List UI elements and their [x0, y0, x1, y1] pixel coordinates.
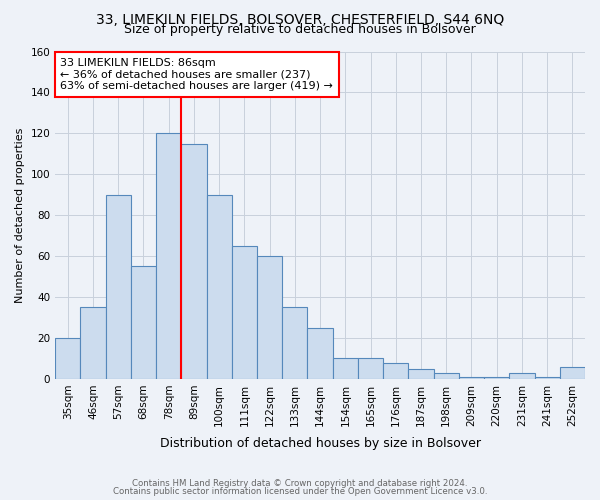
Text: 33 LIMEKILN FIELDS: 86sqm
← 36% of detached houses are smaller (237)
63% of semi: 33 LIMEKILN FIELDS: 86sqm ← 36% of detac… — [61, 58, 334, 91]
Bar — [535, 377, 560, 379]
Bar — [332, 358, 358, 379]
Bar — [55, 338, 80, 379]
Text: 33, LIMEKILN FIELDS, BOLSOVER, CHESTERFIELD, S44 6NQ: 33, LIMEKILN FIELDS, BOLSOVER, CHESTERFI… — [96, 12, 504, 26]
X-axis label: Distribution of detached houses by size in Bolsover: Distribution of detached houses by size … — [160, 437, 481, 450]
Bar — [307, 328, 332, 379]
Bar — [459, 377, 484, 379]
Bar — [560, 366, 585, 379]
Bar — [80, 308, 106, 379]
Bar — [232, 246, 257, 379]
Bar — [434, 373, 459, 379]
Bar — [131, 266, 156, 379]
Bar — [358, 358, 383, 379]
Bar — [257, 256, 282, 379]
Bar — [206, 194, 232, 379]
Bar — [106, 194, 131, 379]
Y-axis label: Number of detached properties: Number of detached properties — [15, 128, 25, 303]
Bar — [409, 368, 434, 379]
Bar — [383, 362, 409, 379]
Text: Contains public sector information licensed under the Open Government Licence v3: Contains public sector information licen… — [113, 487, 487, 496]
Bar — [181, 144, 206, 379]
Bar — [509, 373, 535, 379]
Bar — [484, 377, 509, 379]
Text: Size of property relative to detached houses in Bolsover: Size of property relative to detached ho… — [124, 22, 476, 36]
Bar — [282, 308, 307, 379]
Text: Contains HM Land Registry data © Crown copyright and database right 2024.: Contains HM Land Registry data © Crown c… — [132, 478, 468, 488]
Bar — [156, 134, 181, 379]
